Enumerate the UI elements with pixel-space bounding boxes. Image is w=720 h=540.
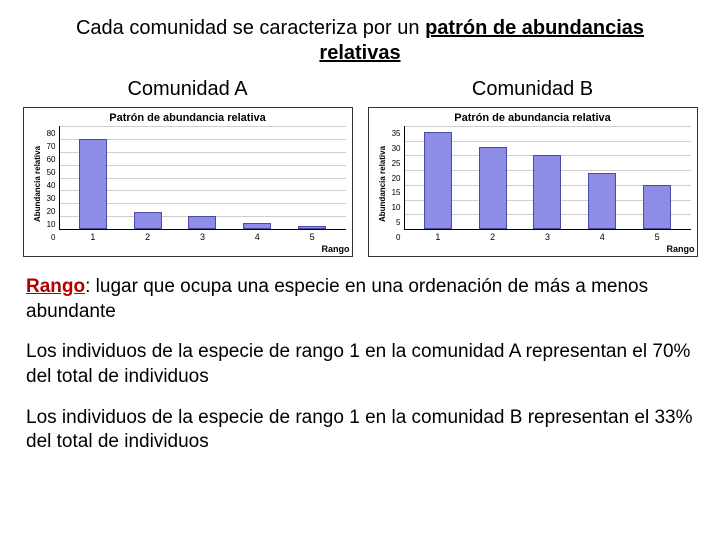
ytick: 40 (45, 182, 56, 190)
ytick: 0 (45, 234, 56, 242)
slide-title: Cada comunidad se caracteriza por un pat… (60, 16, 660, 66)
rango-term: Rango (26, 276, 85, 297)
ytick: 5 (390, 219, 401, 227)
chart-a-title: Patrón de abundancia relativa (24, 108, 352, 126)
bar (243, 223, 271, 229)
chart-b-xlabel: Rango (667, 244, 695, 254)
slide: Cada comunidad se caracteriza por un pat… (0, 0, 720, 540)
chart-block-b: Comunidad B Patrón de abundancia relativ… (365, 78, 700, 257)
chart-b-label: Comunidad B (472, 78, 593, 101)
ytick: 60 (45, 156, 56, 164)
chart-a-bars (59, 126, 346, 230)
chart-b-plot: Abundancia relativa 0 5 10 15 20 25 30 35 1 2 3 4 5… (369, 126, 697, 256)
chart-a-yaxis: 0 10 20 30 40 50 60 70 80 (43, 126, 59, 242)
ytick: 80 (45, 130, 56, 138)
bar (298, 226, 326, 229)
bar (79, 139, 107, 229)
rango-definition: Rango: lugar que ocupa una especie en un… (26, 275, 694, 324)
body-text: Rango: lugar que ocupa una especie en un… (26, 275, 694, 471)
chart-b-bars-wrap: 1 2 3 4 5 (404, 126, 691, 242)
bar (188, 216, 216, 229)
xtick: 4 (588, 232, 616, 242)
chart-b-yaxis: 0 5 10 15 20 25 30 35 (388, 126, 404, 242)
xtick: 1 (79, 232, 107, 242)
xtick: 2 (134, 232, 162, 242)
xtick: 3 (533, 232, 561, 242)
paragraph-b: Los individuos de la especie de rango 1 … (26, 406, 694, 455)
bar (134, 212, 162, 229)
bar (643, 185, 671, 229)
xtick: 2 (479, 232, 507, 242)
bar (588, 173, 616, 229)
chart-a-xticks: 1 2 3 4 5 (60, 230, 346, 242)
ytick: 70 (45, 143, 56, 151)
chart-a-label: Comunidad A (127, 78, 247, 101)
ytick: 30 (45, 195, 56, 203)
xtick: 1 (424, 232, 452, 242)
paragraph-a: Los individuos de la especie de rango 1 … (26, 340, 694, 389)
chart-a-ylabel: Abundancia relativa (32, 126, 43, 242)
xtick: 5 (298, 232, 326, 242)
ytick: 0 (390, 234, 401, 242)
ytick: 25 (390, 160, 401, 168)
chart-b-bars (404, 126, 691, 230)
chart-a-box: Patrón de abundancia relativa Abundancia… (23, 107, 353, 257)
xtick: 5 (643, 232, 671, 242)
bar (533, 155, 561, 229)
rango-def-text: : lugar que ocupa una especie en una ord… (26, 276, 648, 322)
ytick: 20 (45, 208, 56, 216)
chart-b-title: Patrón de abundancia relativa (369, 108, 697, 126)
ytick: 20 (390, 175, 401, 183)
chart-b-xticks: 1 2 3 4 5 (405, 230, 691, 242)
xtick: 4 (243, 232, 271, 242)
ytick: 10 (45, 221, 56, 229)
bar (479, 147, 507, 229)
title-plain: Cada comunidad se caracteriza por un (76, 17, 425, 39)
ytick: 30 (390, 145, 401, 153)
ytick: 35 (390, 130, 401, 138)
chart-a-plot: Abundancia relativa 0 10 20 30 40 50 60 70 80 1 2… (24, 126, 352, 256)
chart-b-ylabel: Abundancia relativa (377, 126, 388, 242)
bar (424, 132, 452, 229)
chart-block-a: Comunidad A Patrón de abundancia relativ… (20, 78, 355, 257)
ytick: 10 (390, 204, 401, 212)
ytick: 15 (390, 189, 401, 197)
xtick: 3 (188, 232, 216, 242)
chart-b-box: Patrón de abundancia relativa Abundancia… (368, 107, 698, 257)
charts-row: Comunidad A Patrón de abundancia relativ… (20, 78, 700, 257)
chart-a-xlabel: Rango (322, 244, 350, 254)
chart-a-bars-wrap: 1 2 3 4 5 (59, 126, 346, 242)
ytick: 50 (45, 169, 56, 177)
